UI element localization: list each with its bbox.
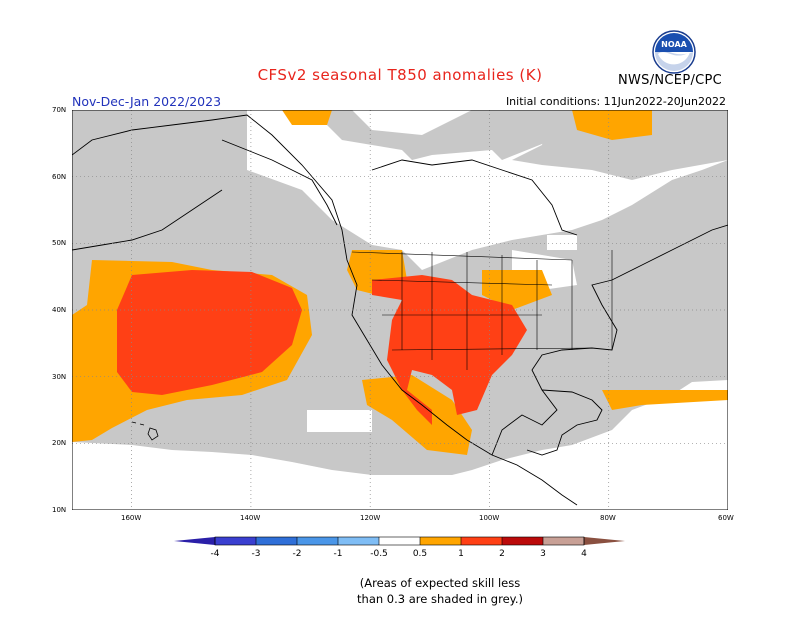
colorbar-swatch-4-3 [215, 537, 256, 545]
lon-label-60w: 60W [718, 514, 734, 522]
colorbar-swatch-3-2 [256, 537, 297, 545]
lon-label-120w: 120W [360, 514, 381, 522]
colorbar-swatch-neutral [379, 537, 420, 545]
noaa-logo-text: NOAA [661, 40, 687, 49]
colorbar-label: -1 [334, 549, 343, 559]
colorbar-swatch-2-1 [297, 537, 338, 545]
lat-label-40n: 40N [52, 306, 67, 314]
lon-label-160w: 160W [121, 514, 142, 522]
agency-label: NWS/NCEP/CPC [618, 73, 723, 88]
colorbar-swatch-2-3 [502, 537, 543, 545]
lon-label-140w: 140W [240, 514, 261, 522]
colorbar-label: -3 [252, 549, 261, 559]
colorbar: -4 -3 -2 -1 -0.5 0.5 1 2 3 4 [174, 536, 625, 559]
colorbar-swatch-1-05 [338, 537, 379, 545]
lat-label-60n: 60N [52, 173, 67, 181]
hawaii-islands [131, 421, 159, 441]
colorbar-label: 1 [458, 549, 464, 559]
colorbar-label: -4 [211, 549, 220, 559]
lat-label-20n: 20N [52, 439, 67, 447]
lon-label-80w: 80W [600, 514, 616, 522]
colorbar-label: 2 [499, 549, 505, 559]
anomaly-red-region [117, 270, 527, 425]
initial-conditions-label: Initial conditions: 11Jun2022-20Jun2022 [505, 95, 726, 108]
lat-label-10n: 10N [52, 506, 67, 514]
coastline-outline [72, 114, 728, 506]
colorbar-label: -2 [293, 549, 302, 559]
colorbar-label: -0.5 [370, 549, 388, 559]
skill-note-line2: than 0.3 are shaded in grey.) [357, 592, 523, 606]
colorbar-label: 3 [540, 549, 546, 559]
colorbar-swatch-lt-4 [174, 537, 215, 545]
noaa-logo: NOAA [652, 30, 696, 74]
colorbar-swatch-1-2 [461, 537, 502, 545]
colorbar-swatch-05-1 [420, 537, 461, 545]
graticule [72, 110, 728, 510]
state-borders [351, 250, 613, 370]
season-label: Nov-Dec-Jan 2022/2023 [72, 94, 222, 109]
lat-label-50n: 50N [52, 239, 67, 247]
map-title: CFSv2 seasonal T850 anomalies (K) [257, 66, 543, 84]
lat-label-30n: 30N [52, 373, 67, 381]
anomaly-map [72, 110, 728, 510]
colorbar-label: 0.5 [413, 549, 427, 559]
skill-note-line1: (Areas of expected skill less [359, 576, 521, 590]
colorbar-swatch-3-4 [543, 537, 584, 545]
colorbar-swatch-gt-4 [584, 537, 625, 545]
colorbar-label: 4 [581, 549, 587, 559]
lat-label-70n: 70N [52, 106, 67, 114]
lon-label-100w: 100W [479, 514, 500, 522]
